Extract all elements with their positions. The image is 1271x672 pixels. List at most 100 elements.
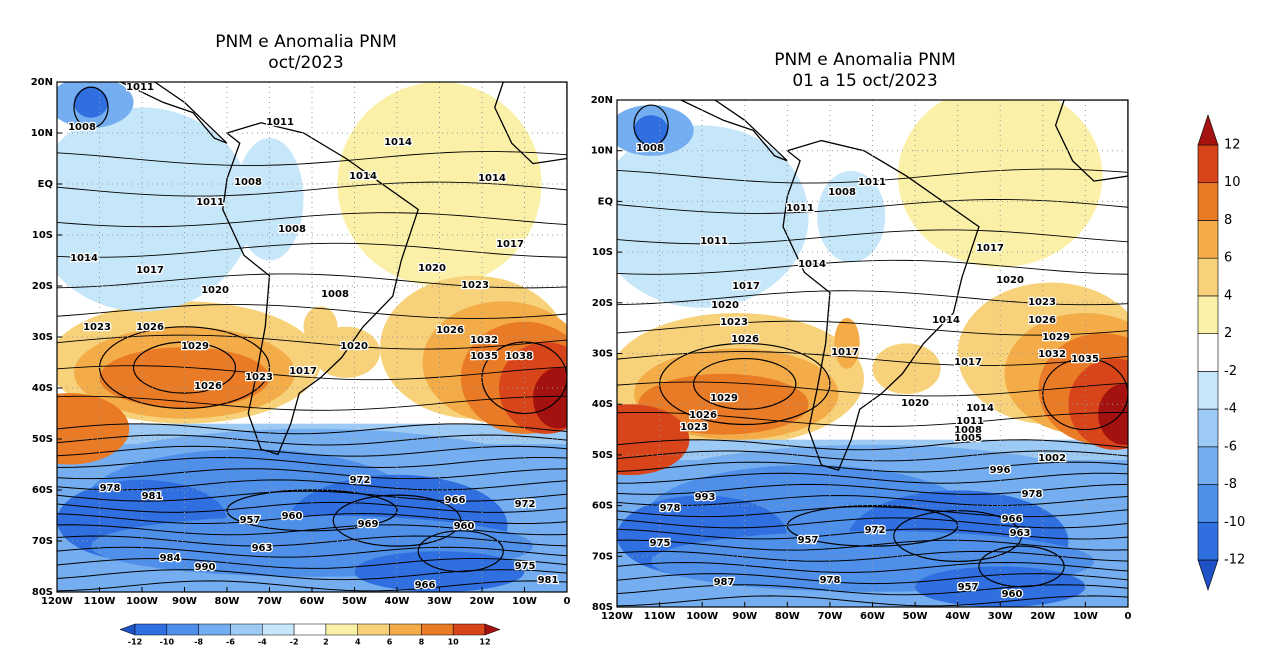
lon-label: 50W [903, 611, 928, 622]
isobar [57, 468, 567, 480]
map-subtitle: oct/2023 [268, 53, 343, 73]
colorbar-label: 4 [355, 638, 361, 647]
coastline [120, 82, 228, 144]
lat-label: 10S [592, 247, 613, 258]
colorbar-segment [1197, 220, 1219, 259]
lon-label: 40W [945, 611, 970, 622]
colorbar-label: 2 [323, 638, 329, 647]
lon-label: 100W [126, 596, 158, 607]
contour-label: 1011 [700, 236, 728, 247]
contour-label: 981 [538, 575, 559, 586]
colorbar-segment [198, 623, 231, 636]
isobar [57, 434, 567, 446]
contour-label: 960 [282, 511, 303, 522]
map-panel: 1011 1008 1011 1014 1008 1011 1008 1014 1017 1020… [57, 82, 567, 592]
map-panel: 1008101110081011101110141017101710201020… [617, 100, 1128, 607]
coastline [494, 82, 567, 165]
anomaly-positive [1098, 383, 1128, 445]
contour-label: 1011 [126, 82, 154, 93]
colorbar-segment [1197, 295, 1219, 334]
isobar [978, 545, 1065, 588]
isobar [332, 494, 462, 547]
colorbar-segment [230, 623, 263, 636]
contour-label: 1008 [321, 289, 349, 300]
lat-label: 70S [32, 536, 53, 547]
contour-label: 978 [820, 575, 841, 586]
contour-label: 1014 [966, 403, 994, 414]
contour-label: 1023 [1028, 297, 1056, 308]
lat-label: 50S [32, 434, 53, 445]
map-subtitle: 01 a 15 oct/2023 [792, 71, 937, 91]
contour-label: 1017 [732, 281, 760, 292]
anomaly-positive [337, 82, 542, 286]
lon-label: 70W [817, 611, 842, 622]
colorbar-label: 2 [1224, 326, 1232, 341]
lon-label: 40W [385, 596, 410, 607]
colorbar-segment [1197, 371, 1219, 410]
contour-label: 1023 [720, 317, 748, 328]
contour-label: 1023 [461, 280, 489, 291]
contour-label: 963 [252, 543, 273, 554]
contour-label: 1017 [496, 239, 524, 250]
lon-label: 20W [470, 596, 495, 607]
contour-label: 969 [358, 519, 379, 530]
isobar [57, 423, 567, 435]
colorbar-label: -2 [290, 638, 299, 647]
lat-label: 30S [32, 332, 53, 343]
lat-label: 10N [591, 146, 613, 157]
contour-label: 1026 [731, 334, 759, 345]
map-title: PNM e Anomalia PNM [774, 50, 956, 70]
lon-label: 70W [257, 596, 282, 607]
colorbar-label: 12 [1224, 138, 1241, 153]
contour-label: 957 [798, 535, 819, 546]
contour-label: 1008 [828, 187, 856, 198]
contour-label: 1002 [1038, 453, 1066, 464]
contour-label: 1020 [996, 275, 1024, 286]
lon-label: 60W [860, 611, 885, 622]
lat-label: EQ [38, 179, 53, 190]
contour-label: 1026 [194, 381, 222, 392]
contour-label: 963 [1010, 528, 1031, 539]
contour-label: 1014 [478, 173, 506, 184]
lon-label: 30W [427, 596, 452, 607]
contour-label: 1017 [136, 265, 164, 276]
colorbar-segment [166, 623, 199, 636]
contour-label: 1026 [689, 410, 717, 421]
anomaly-negative [74, 87, 108, 118]
colorbar-label: -10 [160, 638, 175, 647]
lat-label: 50S [592, 450, 613, 461]
anomaly-positive [834, 318, 860, 369]
contour-label: 978 [1022, 489, 1043, 500]
lon-label: 80W [215, 596, 240, 607]
colorbar-label: 4 [1224, 288, 1232, 303]
isobar [617, 290, 1128, 306]
contour-label: 1035 [470, 351, 498, 362]
colorbar-label: 10 [448, 638, 460, 647]
isobar [617, 229, 1128, 245]
colorbar-segment [293, 623, 327, 636]
contour-label: 1029 [1042, 332, 1070, 343]
coastline [222, 122, 420, 456]
contour-label: 1011 [858, 177, 886, 188]
lat-label: 20N [591, 95, 613, 106]
contour-label: 1017 [289, 366, 317, 377]
colorbar-label: -4 [1224, 402, 1237, 417]
lon-label: 60W [300, 596, 325, 607]
contour-label: 1023 [83, 322, 111, 333]
colorbar-label: -6 [1224, 439, 1237, 454]
colorbar-segment [357, 623, 390, 636]
lon-label: 110W [84, 596, 116, 607]
colorbar-segment [1197, 521, 1219, 561]
colorbar-label: -10 [1224, 515, 1245, 530]
colorbar-segment [134, 623, 168, 636]
colorbar-segment [1197, 144, 1219, 184]
isobar [617, 573, 1128, 585]
lon-label: 110W [644, 611, 676, 622]
contour-label: 1023 [245, 372, 273, 383]
contour-label: 957 [240, 515, 261, 526]
lon-label: 20W [1030, 611, 1055, 622]
lon-label: 10W [512, 596, 537, 607]
colorbar-label: 12 [479, 638, 490, 647]
coastline [782, 139, 980, 471]
lat-label: 30S [592, 349, 613, 360]
